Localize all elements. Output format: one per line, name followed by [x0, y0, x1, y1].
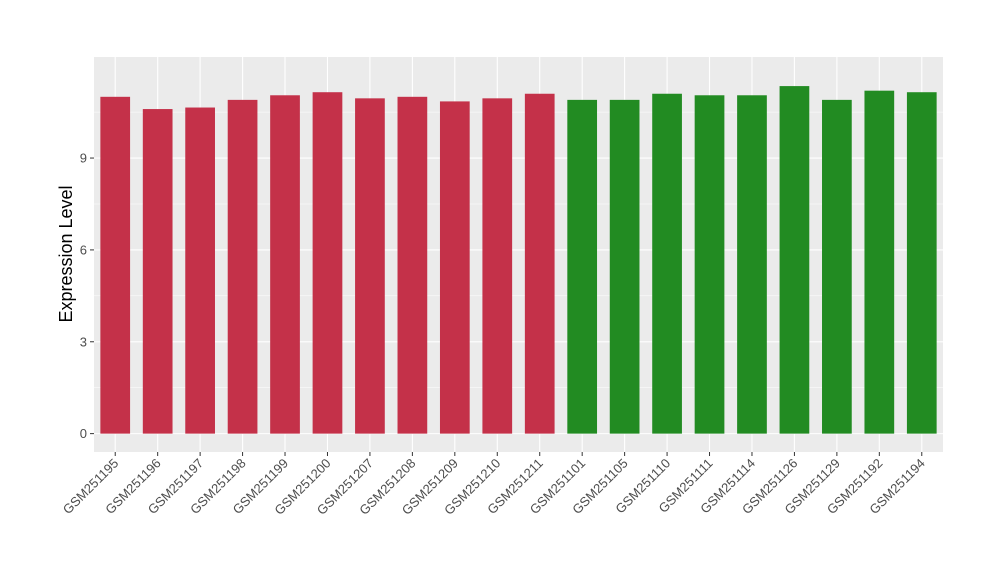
bars	[100, 86, 937, 434]
bar	[397, 96, 428, 434]
bar	[567, 99, 598, 434]
bar	[100, 96, 131, 434]
y-tick-label: 6	[80, 242, 87, 257]
plot-panel	[94, 57, 943, 452]
bar	[822, 99, 852, 434]
bar	[185, 107, 215, 434]
bar	[737, 95, 767, 434]
bar	[524, 93, 555, 434]
y-axis-title: Expression Level	[56, 185, 76, 322]
bar	[142, 109, 173, 434]
bar	[906, 92, 937, 434]
bar	[227, 99, 258, 434]
bar	[609, 99, 640, 434]
bar	[355, 98, 385, 434]
y-tick-label: 3	[80, 334, 87, 349]
bar	[694, 95, 725, 434]
y-tick-label: 9	[80, 151, 87, 166]
bar	[312, 92, 343, 434]
bar	[864, 90, 895, 434]
bar	[652, 93, 682, 434]
bar	[270, 95, 300, 434]
bar	[779, 86, 810, 434]
y-axis: 0 3 6 9	[80, 151, 94, 441]
bar	[439, 101, 470, 434]
bar	[482, 98, 513, 434]
y-tick-label: 0	[80, 426, 87, 441]
x-axis: GSM251195GSM251196GSM251197GSM251198GSM2…	[60, 452, 928, 518]
